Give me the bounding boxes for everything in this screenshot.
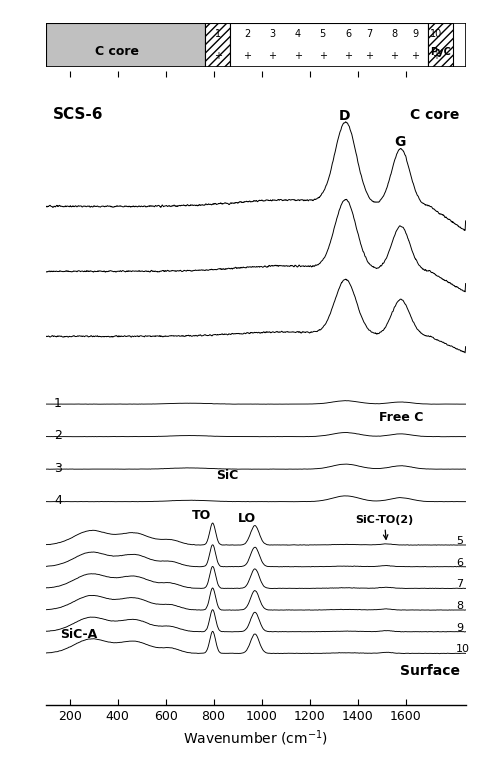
Text: C core: C core xyxy=(410,108,460,123)
Text: Surface: Surface xyxy=(399,664,460,678)
Text: C core: C core xyxy=(96,45,139,58)
Text: 8: 8 xyxy=(456,601,463,611)
Bar xyxy=(428,23,453,67)
Text: 2: 2 xyxy=(244,29,251,39)
Text: 10: 10 xyxy=(430,29,443,39)
Text: 9: 9 xyxy=(412,29,418,39)
Text: PyC: PyC xyxy=(430,46,451,56)
Text: 4: 4 xyxy=(54,494,62,507)
Text: +: + xyxy=(214,51,222,61)
Text: SiC: SiC xyxy=(216,469,238,482)
Text: +: + xyxy=(344,51,352,61)
Text: 7: 7 xyxy=(366,29,372,39)
Bar xyxy=(230,23,428,67)
Text: 7: 7 xyxy=(456,579,463,590)
Text: 6: 6 xyxy=(456,558,463,568)
Text: 8: 8 xyxy=(391,29,397,39)
Text: SiC-TO(2): SiC-TO(2) xyxy=(355,514,413,539)
Text: +: + xyxy=(411,51,419,61)
Bar xyxy=(205,23,230,67)
Text: Free C: Free C xyxy=(379,411,423,424)
Text: 2: 2 xyxy=(54,429,62,442)
Bar xyxy=(46,23,205,67)
Text: 9: 9 xyxy=(456,623,463,632)
Text: LO: LO xyxy=(238,512,256,525)
Text: 4: 4 xyxy=(295,29,300,39)
Text: +: + xyxy=(243,51,251,61)
Text: +: + xyxy=(365,51,373,61)
Text: +: + xyxy=(268,51,276,61)
Text: +: + xyxy=(432,51,440,61)
Text: TO: TO xyxy=(192,509,211,522)
Text: 6: 6 xyxy=(345,29,351,39)
Text: 1: 1 xyxy=(54,396,62,409)
Text: SCS-6: SCS-6 xyxy=(53,107,103,123)
Text: G: G xyxy=(394,135,405,149)
Text: +: + xyxy=(294,51,301,61)
Text: 10: 10 xyxy=(456,645,470,655)
Text: 3: 3 xyxy=(54,462,62,475)
Text: 5: 5 xyxy=(320,29,326,39)
X-axis label: Wavenumber (cm$^{-1}$): Wavenumber (cm$^{-1}$) xyxy=(183,728,328,748)
Text: +: + xyxy=(390,51,398,61)
Text: 1: 1 xyxy=(215,29,221,39)
Text: +: + xyxy=(319,51,327,61)
Text: SiC-A: SiC-A xyxy=(60,628,98,641)
Text: 5: 5 xyxy=(456,536,463,546)
Text: D: D xyxy=(339,109,350,123)
Text: 3: 3 xyxy=(269,29,276,39)
